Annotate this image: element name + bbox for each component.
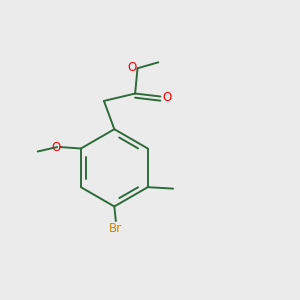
Text: O: O	[128, 61, 137, 74]
Text: O: O	[162, 91, 172, 104]
Text: Br: Br	[109, 222, 122, 235]
Text: O: O	[51, 140, 61, 154]
